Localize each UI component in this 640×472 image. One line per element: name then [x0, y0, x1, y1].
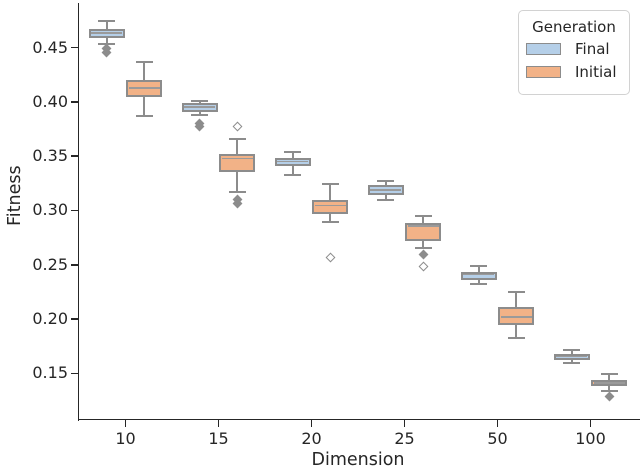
y-tick-mark	[71, 209, 78, 212]
median-line-final-10	[91, 32, 123, 34]
y-tick-label: 0.45	[32, 37, 68, 57]
x-tick-mark	[496, 420, 499, 427]
whisker-cap-high-initial-100	[600, 373, 618, 376]
whisker-cap-high-final-20	[284, 150, 302, 153]
x-tick-label: 50	[487, 429, 508, 448]
whisker-cap-low-final-100	[563, 361, 581, 364]
whisker-cap-high-initial-20	[321, 183, 339, 186]
y-tick-mark	[71, 318, 78, 320]
whisker-cap-low-initial-15	[228, 190, 246, 193]
x-tick-label: 15	[208, 429, 229, 448]
y-axis-spine	[77, 3, 79, 421]
x-tick-label: 100	[575, 429, 606, 448]
whisker-cap-high-initial-50	[507, 290, 525, 293]
legend-entry-initial: Initial	[519, 61, 629, 85]
whisker-cap-high-final-50	[470, 264, 488, 267]
whisker-cap-low-initial-10	[135, 114, 153, 117]
x-axis-label: Dimension	[311, 450, 405, 470]
y-tick-label: 0.25	[32, 254, 68, 274]
box-initial-20	[312, 200, 349, 214]
y-tick-label: 0.15	[32, 363, 68, 383]
x-tick-mark	[310, 420, 313, 427]
median-line-final-100	[556, 355, 588, 358]
x-tick-mark	[589, 420, 592, 427]
outlier-diamond-initial-25-1	[418, 261, 429, 272]
legend: Generation Final Initial	[518, 10, 630, 95]
whisker-cap-high-final-15	[191, 99, 209, 102]
x-tick-label: 10	[115, 429, 136, 448]
y-axis-label: Fitness	[5, 165, 25, 226]
median-line-initial-50	[500, 316, 532, 318]
x-tick-mark	[403, 420, 406, 427]
legend-title: Generation	[532, 18, 616, 36]
whisker-cap-high-final-10	[98, 20, 116, 23]
outlier-diamond-initial-15-0	[232, 121, 243, 132]
median-line-final-15	[184, 105, 216, 108]
x-axis-spine	[77, 418, 640, 421]
y-tick-label: 0.30	[32, 200, 68, 220]
y-tick-mark	[71, 155, 78, 157]
whisker-cap-low-final-15	[191, 113, 209, 116]
whisker-cap-low-final-25	[377, 198, 395, 201]
legend-label-initial: Initial	[575, 63, 617, 82]
outlier-diamond-initial-25-0	[418, 250, 429, 260]
x-tick-mark	[124, 420, 127, 427]
median-line-final-50	[463, 273, 495, 276]
whisker-cap-low-initial-100	[600, 389, 618, 392]
whisker-cap-high-initial-25	[414, 214, 432, 217]
median-line-final-25	[370, 189, 402, 191]
outlier-diamond-initial-100-0	[604, 391, 615, 402]
box-initial-25	[405, 223, 442, 241]
x-tick-label: 25	[394, 429, 415, 448]
y-tick-label: 0.20	[32, 309, 68, 329]
y-tick-mark	[71, 264, 78, 266]
whisker-cap-low-final-20	[284, 173, 302, 176]
outlier-diamond-initial-20-0	[325, 252, 336, 263]
legend-entry-final: Final	[519, 37, 629, 61]
y-tick-mark	[71, 46, 78, 49]
y-tick-label: 0.35	[32, 146, 68, 166]
initial-color-swatch	[526, 66, 561, 79]
box-initial-50	[498, 307, 535, 325]
whisker-cap-low-initial-25	[414, 247, 432, 250]
whisker-cap-high-initial-15	[228, 138, 246, 141]
median-line-initial-10	[128, 87, 160, 90]
median-line-initial-20	[314, 204, 346, 207]
legend-label-final: Final	[575, 39, 610, 58]
whisker-cap-low-initial-50	[507, 336, 525, 339]
median-line-initial-100	[593, 382, 625, 384]
whisker-cap-high-initial-10	[135, 61, 153, 64]
median-line-initial-25	[407, 225, 439, 227]
median-line-final-20	[277, 160, 309, 163]
whisker-cap-high-final-100	[563, 349, 581, 352]
x-tick-mark	[217, 420, 220, 427]
y-tick-mark	[71, 101, 78, 103]
y-tick-mark	[71, 372, 78, 375]
y-tick-label: 0.40	[32, 91, 68, 111]
whisker-cap-high-final-25	[377, 180, 395, 183]
whisker-cap-low-initial-20	[321, 221, 339, 224]
whisker-cap-low-final-50	[470, 282, 488, 285]
x-tick-label: 20	[301, 429, 322, 448]
median-line-initial-15	[221, 157, 253, 160]
box-final-50	[460, 271, 497, 280]
final-color-swatch	[526, 42, 561, 55]
